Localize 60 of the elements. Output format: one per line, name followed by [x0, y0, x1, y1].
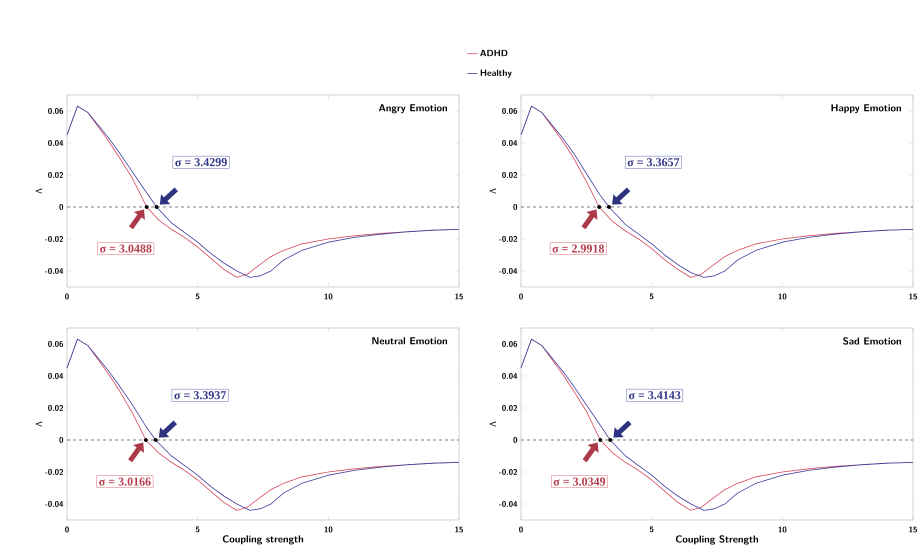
- y-tick-label: -0.02: [498, 469, 518, 475]
- x-tick-label: 15: [455, 294, 463, 300]
- y-tick-label: 0: [513, 437, 518, 443]
- y-tick-label: 0: [513, 204, 518, 210]
- y-tick-label: 0.02: [502, 172, 518, 178]
- y-tick-label: 0.04: [502, 373, 518, 379]
- legend-label: Healthy: [480, 70, 512, 78]
- annotation: σ = 3.3937: [174, 391, 226, 400]
- x-tick-label: 15: [455, 526, 463, 532]
- annotation: σ = 3.0349: [554, 478, 606, 486]
- y-tick-label: 0.06: [502, 341, 518, 347]
- x-tick-label: 0: [65, 526, 69, 532]
- y-axis-title: Λ: [36, 421, 42, 427]
- y-tick-label: -0.02: [44, 469, 64, 475]
- annotation: σ = 3.4299: [175, 158, 227, 166]
- y-tick-label: -0.02: [498, 236, 518, 242]
- annotation: σ = 2.9918: [552, 244, 604, 253]
- y-tick-label: -0.04: [498, 501, 518, 507]
- text: Neutral Emotion: [372, 337, 448, 344]
- x-tick-label: 0: [519, 294, 523, 300]
- x-tick-label: 0: [519, 526, 523, 532]
- text: Sad Emotion: [843, 337, 902, 345]
- x-tick-label: 10: [778, 526, 786, 532]
- y-tick-label: -0.04: [44, 268, 64, 274]
- y-axis-title: Λ: [490, 188, 496, 194]
- text: Angry Emotion: [378, 104, 448, 114]
- y-tick-label: -0.02: [44, 236, 64, 242]
- y-axis-title: Λ: [490, 421, 496, 427]
- x-tick-label: 15: [909, 294, 917, 300]
- x-axis-title: Coupling strength: [222, 535, 304, 544]
- x-tick-label: 10: [324, 526, 332, 532]
- x-tick-label: 10: [778, 294, 786, 300]
- legend-label: ADHD: [480, 50, 508, 56]
- y-tick-label: 0.06: [48, 341, 64, 347]
- annotation: σ = 3.0166: [99, 478, 151, 486]
- text: Happy Emotion: [831, 104, 902, 114]
- y-tick-label: 0.02: [48, 405, 64, 411]
- x-tick-label: 5: [196, 294, 200, 300]
- y-tick-label: 0: [59, 437, 64, 443]
- x-tick-label: 5: [650, 294, 654, 300]
- x-tick-label: 15: [909, 526, 917, 532]
- y-axis-title: Λ: [36, 188, 42, 194]
- x-axis-title: Coupling Strength: [676, 535, 758, 545]
- annotation: σ = 3.4143: [628, 391, 680, 400]
- y-tick-label: 0.04: [48, 140, 64, 146]
- y-tick-label: 0.04: [48, 373, 64, 379]
- y-tick-label: 0.02: [48, 172, 64, 178]
- x-tick-label: 5: [196, 526, 200, 532]
- y-tick-label: -0.04: [498, 268, 518, 274]
- x-tick-label: 5: [650, 526, 654, 532]
- y-tick-label: 0: [59, 204, 64, 210]
- annotation: σ = 3.0488: [100, 244, 152, 253]
- y-tick-label: -0.04: [44, 501, 64, 507]
- y-tick-label: 0.06: [502, 108, 518, 114]
- y-tick-label: 0.04: [502, 140, 518, 146]
- x-tick-label: 0: [65, 294, 69, 300]
- x-tick-label: 10: [324, 294, 332, 300]
- y-tick-label: 0.02: [502, 405, 518, 411]
- annotation: σ = 3.3657: [628, 158, 680, 166]
- y-tick-label: 0.06: [48, 108, 64, 114]
